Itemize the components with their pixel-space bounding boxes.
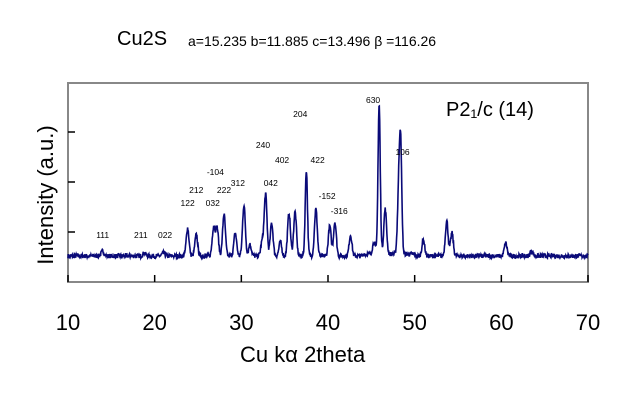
peak-label: -152 (319, 191, 336, 201)
lattice-parameters: a=15.235 b=11.885 c=13.496 β =116.26 (188, 33, 437, 49)
peak-label: 630 (366, 95, 380, 105)
x-tick-label: 10 (56, 310, 80, 335)
x-tick-label: 60 (489, 310, 513, 335)
peak-label: 204 (293, 109, 307, 119)
peak-label: 111 (96, 230, 109, 240)
peak-label: 106 (395, 147, 409, 157)
peak-label: 222 (217, 185, 231, 195)
x-tick-label: 30 (229, 310, 253, 335)
peak-label: 022 (158, 230, 172, 240)
peak-label: 211 (134, 230, 148, 240)
peak-label: 032 (206, 198, 220, 208)
peak-label: -104 (207, 167, 224, 177)
peak-label: 422 (311, 155, 325, 165)
space-group-label: P2₁/c (14) (446, 99, 534, 121)
x-tick-label: 70 (576, 310, 600, 335)
peak-label: 042 (264, 178, 278, 188)
peak-label: 122 (181, 198, 195, 208)
x-tick-label: 50 (402, 310, 426, 335)
peak-label: 312 (231, 178, 245, 188)
peak-label: 402 (275, 155, 289, 165)
x-tick-label: 40 (316, 310, 340, 335)
chart-title: Cu2S (117, 28, 168, 50)
x-tick-label: 20 (142, 310, 166, 335)
x-axis-label: Cu kα 2theta (240, 342, 366, 367)
peak-label: 240 (256, 140, 270, 150)
peak-label: 212 (189, 185, 203, 195)
xrd-pattern-line (67, 104, 589, 261)
peak-label: -316 (331, 206, 348, 216)
